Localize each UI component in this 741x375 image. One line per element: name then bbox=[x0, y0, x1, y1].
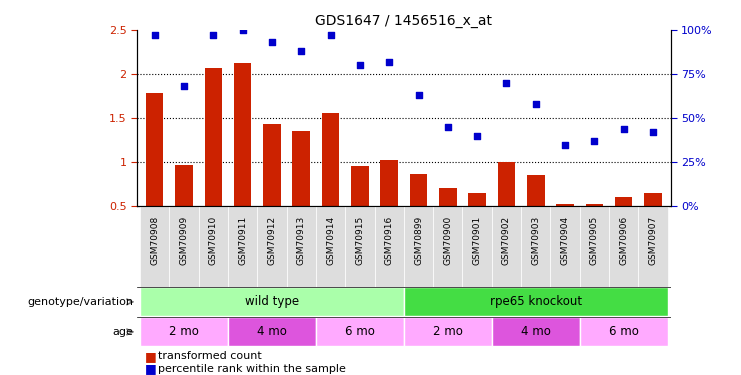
Point bbox=[207, 32, 219, 38]
Bar bbox=[140, 318, 228, 346]
Text: GSM70902: GSM70902 bbox=[502, 216, 511, 265]
Text: GSM70905: GSM70905 bbox=[590, 216, 599, 265]
Bar bbox=[351, 166, 369, 206]
Bar bbox=[462, 206, 492, 287]
Text: GSM70914: GSM70914 bbox=[326, 216, 335, 265]
Text: GSM70911: GSM70911 bbox=[238, 216, 247, 265]
Point bbox=[647, 129, 659, 135]
Text: GSM70901: GSM70901 bbox=[473, 216, 482, 265]
Bar bbox=[551, 206, 579, 287]
Text: GSM70904: GSM70904 bbox=[561, 216, 570, 265]
Point bbox=[266, 39, 278, 45]
Point bbox=[383, 59, 395, 65]
Bar bbox=[263, 124, 281, 206]
Point bbox=[442, 124, 453, 130]
Text: GSM70916: GSM70916 bbox=[385, 216, 393, 265]
Text: ■: ■ bbox=[144, 362, 156, 375]
Bar bbox=[316, 318, 404, 346]
Text: GSM70909: GSM70909 bbox=[179, 216, 188, 265]
Bar bbox=[644, 193, 662, 206]
Text: GSM70915: GSM70915 bbox=[356, 216, 365, 265]
Bar bbox=[439, 188, 456, 206]
Bar bbox=[175, 165, 193, 206]
Text: 2 mo: 2 mo bbox=[169, 326, 199, 338]
Bar bbox=[556, 204, 574, 206]
Text: wild type: wild type bbox=[245, 296, 299, 308]
Bar bbox=[404, 206, 433, 287]
Bar bbox=[433, 206, 462, 287]
Bar bbox=[521, 206, 551, 287]
Point bbox=[618, 126, 630, 132]
Title: GDS1647 / 1456516_x_at: GDS1647 / 1456516_x_at bbox=[316, 13, 492, 28]
Point bbox=[178, 83, 190, 89]
Point bbox=[413, 92, 425, 98]
Bar bbox=[609, 206, 638, 287]
Bar bbox=[205, 68, 222, 206]
Bar bbox=[404, 288, 668, 316]
Bar bbox=[140, 206, 170, 287]
Text: transformed count: transformed count bbox=[158, 351, 262, 361]
Bar bbox=[468, 193, 486, 206]
Point bbox=[236, 27, 248, 33]
Bar bbox=[345, 206, 374, 287]
Bar bbox=[615, 197, 633, 206]
Point bbox=[500, 80, 512, 86]
Text: ■: ■ bbox=[144, 350, 156, 363]
Text: GSM70903: GSM70903 bbox=[531, 216, 540, 265]
Text: age: age bbox=[113, 327, 133, 337]
Point bbox=[325, 32, 336, 38]
Text: 4 mo: 4 mo bbox=[521, 326, 551, 338]
Bar bbox=[228, 318, 316, 346]
Text: GSM70906: GSM70906 bbox=[619, 216, 628, 265]
Point bbox=[296, 48, 308, 54]
Bar bbox=[228, 206, 257, 287]
Bar bbox=[170, 206, 199, 287]
Text: rpe65 knockout: rpe65 knockout bbox=[490, 296, 582, 308]
Bar bbox=[579, 318, 668, 346]
Bar bbox=[498, 162, 515, 206]
Bar bbox=[293, 131, 310, 206]
Bar bbox=[146, 93, 164, 206]
Bar bbox=[199, 206, 228, 287]
Text: 6 mo: 6 mo bbox=[609, 326, 639, 338]
Point bbox=[354, 62, 366, 68]
Text: 6 mo: 6 mo bbox=[345, 326, 375, 338]
Bar bbox=[579, 206, 609, 287]
Point bbox=[559, 142, 571, 148]
Bar bbox=[257, 206, 287, 287]
Bar bbox=[492, 206, 521, 287]
Point bbox=[530, 101, 542, 107]
Bar bbox=[638, 206, 668, 287]
Text: GSM70910: GSM70910 bbox=[209, 216, 218, 265]
Bar bbox=[234, 63, 251, 206]
Bar bbox=[404, 318, 492, 346]
Text: percentile rank within the sample: percentile rank within the sample bbox=[158, 364, 346, 374]
Bar bbox=[322, 113, 339, 206]
Bar bbox=[140, 288, 404, 316]
Bar bbox=[527, 174, 545, 206]
Point bbox=[471, 133, 483, 139]
Text: GSM70908: GSM70908 bbox=[150, 216, 159, 265]
Bar bbox=[287, 206, 316, 287]
Text: GSM70900: GSM70900 bbox=[443, 216, 452, 265]
Text: GSM70912: GSM70912 bbox=[268, 216, 276, 265]
Bar bbox=[374, 206, 404, 287]
Bar bbox=[410, 174, 428, 206]
Text: GSM70899: GSM70899 bbox=[414, 216, 423, 265]
Text: GSM70907: GSM70907 bbox=[648, 216, 657, 265]
Bar bbox=[492, 318, 579, 346]
Bar bbox=[585, 204, 603, 206]
Text: 2 mo: 2 mo bbox=[433, 326, 462, 338]
Point bbox=[588, 138, 600, 144]
Text: GSM70913: GSM70913 bbox=[296, 216, 306, 265]
Bar bbox=[380, 160, 398, 206]
Point bbox=[149, 32, 161, 38]
Text: 4 mo: 4 mo bbox=[257, 326, 287, 338]
Text: genotype/variation: genotype/variation bbox=[27, 297, 133, 307]
Bar bbox=[316, 206, 345, 287]
